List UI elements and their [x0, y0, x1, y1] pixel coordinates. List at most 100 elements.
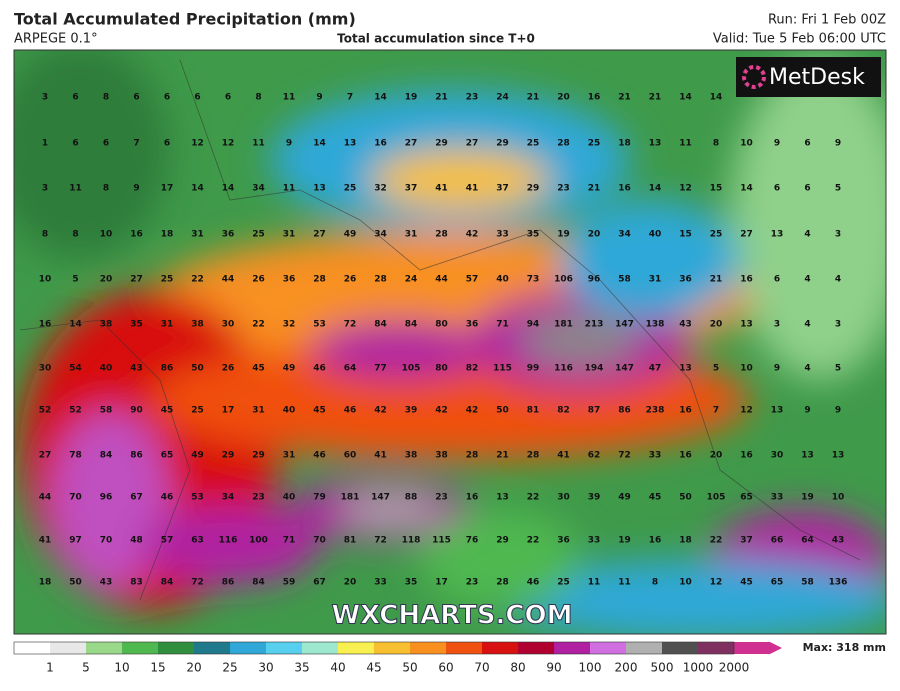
grid-value: 66: [771, 536, 784, 546]
grid-value: 25: [191, 406, 204, 416]
grid-value: 13: [740, 320, 753, 330]
grid-value: 90: [130, 406, 143, 416]
grid-value: 147: [615, 364, 634, 374]
grid-value: 17: [222, 406, 235, 416]
grid-value: 67: [130, 493, 143, 503]
grid-value: 58: [801, 578, 814, 588]
grid-value: 94: [527, 320, 540, 330]
grid-value: 36: [679, 275, 692, 285]
grid-value: 44: [435, 275, 448, 285]
legend-label: 1: [46, 661, 54, 675]
logo: MetDesk: [769, 65, 865, 90]
grid-value: 70: [100, 536, 113, 546]
grid-value: 16: [740, 275, 753, 285]
grid-value: 28: [527, 451, 540, 461]
legend-label: 10: [114, 661, 129, 675]
legend-label: 30: [258, 661, 273, 675]
grid-value: 21: [649, 93, 662, 103]
grid-value: 49: [283, 364, 296, 374]
grid-value: 13: [496, 493, 509, 503]
grid-value: 78: [69, 451, 82, 461]
grid-value: 6: [164, 139, 170, 149]
legend-label: 40: [330, 661, 345, 675]
grid-value: 86: [161, 364, 174, 374]
grid-value: 14: [710, 93, 723, 103]
grid-value: 30: [557, 493, 570, 503]
legend-swatch: [482, 642, 519, 654]
grid-value: 8: [103, 93, 109, 103]
grid-value: 72: [344, 320, 357, 330]
logo-box: [736, 57, 881, 97]
grid-value: 40: [283, 493, 296, 503]
grid-value: 46: [344, 406, 357, 416]
grid-value: 73: [527, 275, 540, 285]
legend-swatch: [374, 642, 411, 654]
grid-value: 147: [615, 320, 634, 330]
grid-value: 57: [466, 275, 479, 285]
valid: Valid: Tue 5 Feb 06:00 UTC: [713, 32, 886, 47]
grid-value: 10: [39, 275, 52, 285]
grid-value: 38: [435, 451, 448, 461]
grid-value: 26: [222, 364, 235, 374]
grid-value: 35: [527, 230, 540, 240]
legend-swatch: [230, 642, 267, 654]
grid-value: 31: [191, 230, 204, 240]
grid-value: 84: [100, 451, 113, 461]
grid-value: 9: [316, 93, 322, 103]
grid-value: 50: [679, 493, 692, 503]
watermark: WXCHARTS.COM: [331, 601, 572, 631]
grid-value: 70: [69, 493, 82, 503]
grid-value: 29: [222, 451, 235, 461]
grid-value: 17: [435, 578, 448, 588]
grid-value: 81: [527, 406, 540, 416]
grid-value: 6: [804, 184, 810, 194]
grid-value: 11: [618, 578, 631, 588]
legend-label: 100: [579, 661, 602, 675]
grid-value: 4: [804, 364, 810, 374]
legend-swatch: [194, 642, 231, 654]
grid-value: 31: [405, 230, 418, 240]
grid-value: 115: [432, 536, 451, 546]
grid-value: 118: [402, 536, 421, 546]
grid-value: 29: [252, 451, 265, 461]
grid-value: 52: [69, 406, 82, 416]
legend-label: 25: [222, 661, 237, 675]
grid-value: 106: [554, 275, 573, 285]
grid-value: 20: [710, 320, 723, 330]
legend-swatch: [410, 642, 447, 654]
grid-value: 15: [710, 184, 723, 194]
legend-label: 45: [366, 661, 381, 675]
grid-value: 23: [252, 493, 265, 503]
legend-label: 35: [294, 661, 309, 675]
grid-value: 83: [130, 578, 143, 588]
legend-label: 70: [474, 661, 489, 675]
grid-value: 21: [435, 93, 448, 103]
legend-frame: [13, 641, 735, 655]
grid-value: 13: [679, 364, 692, 374]
grid-value: 41: [557, 451, 570, 461]
legend-swatch: [266, 642, 303, 654]
legend-label: 200: [615, 661, 638, 675]
legend-swatch: [14, 642, 51, 654]
legend-label: 2000: [719, 661, 750, 675]
legend-label: 5: [82, 661, 90, 675]
grid-value: 13: [771, 230, 784, 240]
grid-value: 34: [374, 230, 387, 240]
grid-value: 71: [283, 536, 296, 546]
grid-value: 16: [588, 93, 601, 103]
grid-value: 6: [72, 139, 78, 149]
legend-label: 90: [546, 661, 561, 675]
grid-value: 76: [466, 536, 479, 546]
grid-value: 20: [100, 275, 113, 285]
grid-value: 50: [496, 406, 509, 416]
grid-value: 22: [710, 536, 723, 546]
legend-label: 50: [402, 661, 417, 675]
grid-value: 65: [740, 493, 753, 503]
grid-value: 47: [649, 364, 662, 374]
grid-value: 86: [130, 451, 143, 461]
grid-value: 84: [405, 320, 418, 330]
grid-value: 27: [740, 230, 753, 240]
grid-value: 40: [283, 406, 296, 416]
grid-value: 9: [774, 364, 780, 374]
